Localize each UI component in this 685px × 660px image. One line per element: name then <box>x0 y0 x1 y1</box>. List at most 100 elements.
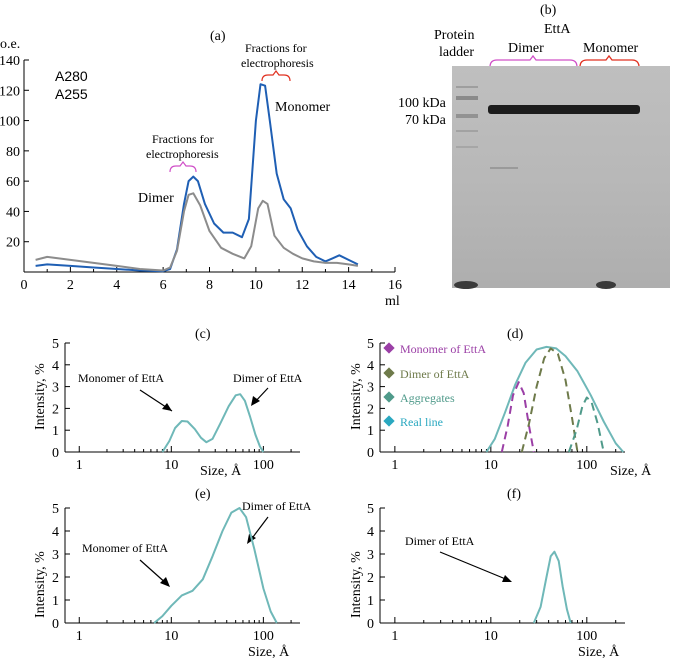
panel-a-y-tick-label: 100 <box>0 115 20 130</box>
etta-label: EttA <box>544 22 571 37</box>
panel-e-y-label: Intensity, % <box>33 551 48 618</box>
gel-monomer-label: Monomer <box>583 41 639 56</box>
series-line-d-real-line <box>485 345 625 453</box>
panel-a-x-tick-label: 0 <box>21 278 28 293</box>
panel-f-dimer-arrow <box>439 551 509 581</box>
y-tick-label-e: 4 <box>52 525 59 540</box>
y-tick-label-f: 0 <box>367 617 374 632</box>
panel-a-y-tick-label: 140 <box>0 54 20 69</box>
protein-ladder-label-2: ladder <box>439 45 474 60</box>
panel-e-chart: (e) Intensity, % Size, Å Monomer of EttA… <box>33 487 312 660</box>
y-tick-label-d: 1 <box>367 424 374 439</box>
legend-dimer-marker <box>383 367 395 379</box>
ladder-band-100 <box>456 96 478 100</box>
panel-c-dimer-label: Dimer of EttA <box>233 371 303 385</box>
legend-monomer-marker <box>383 342 395 354</box>
panel-e-monomer-label: Monomer of EttA <box>82 541 168 555</box>
y-tick-label-e: 3 <box>52 548 59 563</box>
panel-e-monomer-arrowhead <box>160 577 170 587</box>
series-line-e <box>153 507 278 624</box>
bracket-dimer-fractions <box>169 161 197 173</box>
panel-a-x-tick-label: 2 <box>67 278 74 293</box>
gel-image <box>452 66 670 288</box>
x-tick-label-f: 10 <box>484 629 498 644</box>
y-tick-label-c: 1 <box>52 424 59 439</box>
panel-f-label: (f) <box>507 487 521 502</box>
gel-etta-band <box>488 105 640 114</box>
panel-a-y-tick-label: 80 <box>6 145 20 160</box>
x-tick-label-c: 100 <box>253 458 274 473</box>
panel-d-chart: (d) Intensity, % Size, Å Monomer of EttA… <box>349 327 652 479</box>
gel-well-left <box>454 281 478 289</box>
legend-aggregates: Aggregates <box>400 391 455 405</box>
panel-c-monomer-label: Monomer of EttA <box>78 371 164 385</box>
y-tick-label-f: 1 <box>367 594 374 609</box>
panel-c-monomer-arrowhead <box>162 403 172 411</box>
x-tick-label-e: 1 <box>76 629 83 644</box>
panel-a-x-tick-label: 10 <box>249 278 263 293</box>
panel-a-y-tick-label: 60 <box>6 175 20 190</box>
ladder-band-upper <box>456 86 478 88</box>
annotation-dimer: Dimer <box>138 191 174 206</box>
y-tick-label-f: 5 <box>367 502 374 517</box>
series-line-d-aggregates <box>567 396 605 453</box>
panel-d-legend: Monomer of EttA Dimer of EttA Aggregates… <box>383 342 486 429</box>
x-tick-label-d: 100 <box>576 458 597 473</box>
panel-e-dimer-label: Dimer of EttA <box>242 499 312 513</box>
bracket-monomer-fractions <box>261 70 291 82</box>
panel-a-y-unit: o.e. <box>0 37 20 52</box>
panel-a-y-tick-label: 40 <box>6 205 20 220</box>
ladder-band-lower-2 <box>456 146 478 148</box>
panel-a-label: (a) <box>210 29 226 44</box>
series-line-f <box>532 550 572 624</box>
panel-a-x-tick-label: 16 <box>388 278 402 293</box>
panel-d-label: (d) <box>507 327 524 342</box>
kda-70-label: 70 kDa <box>405 113 447 128</box>
x-tick-label-d: 10 <box>484 458 498 473</box>
panel-a-y-tick-label: 20 <box>6 236 20 251</box>
panel-f-y-label: Intensity, % <box>349 551 364 618</box>
gel-dimer-bracket <box>489 54 578 68</box>
y-tick-label-f: 2 <box>367 571 374 586</box>
kda-100-label: 100 kDa <box>398 96 447 111</box>
panel-d-x-label: Size, Å <box>610 463 652 479</box>
panel-f-x-label: Size, Å <box>578 644 620 660</box>
x-tick-label-d: 1 <box>391 458 398 473</box>
legend-a280: A280 <box>55 68 88 84</box>
x-tick-label-e: 10 <box>164 629 178 644</box>
legend-aggregates-marker <box>383 391 395 403</box>
panel-a-chart: (a) o.e. ml 0 2 4 6 8 10 12 14 16 20 40 60 80 100 120 1… <box>0 29 402 309</box>
panel-a-legend: A280 A255 <box>55 68 88 102</box>
y-tick-label-e: 2 <box>52 571 59 586</box>
x-tick-label-c: 10 <box>164 458 178 473</box>
panel-f-chart: (f) Intensity, % Size, Å Dimer of EttA 0… <box>349 487 625 660</box>
x-tick-label-e: 100 <box>253 629 274 644</box>
y-tick-label-e: 5 <box>52 502 59 517</box>
annotation-fractions-right-2: electrophoresis <box>241 56 314 70</box>
gel-monomer-bracket <box>579 54 640 68</box>
panel-a-y-tick-label: 120 <box>0 84 20 99</box>
y-tick-label-e: 1 <box>52 594 59 609</box>
y-tick-label-d: 3 <box>367 381 374 396</box>
y-tick-label-c: 0 <box>52 446 59 461</box>
x-tick-label-f: 100 <box>576 629 597 644</box>
gel-dimer-label: Dimer <box>508 41 544 56</box>
legend-real-line: Real line <box>400 415 443 429</box>
annotation-fractions-left-2: electrophoresis <box>146 147 219 161</box>
y-tick-label-f: 3 <box>367 548 374 563</box>
panel-c-dimer-arrowhead <box>251 396 260 406</box>
gel-faint-band <box>490 167 518 169</box>
panel-b-gel: (b) Protein ladder EttA Dimer Monomer 10… <box>398 3 670 289</box>
panel-a-x-tick-label: 6 <box>160 278 167 293</box>
protein-ladder-label-1: Protein <box>434 28 474 43</box>
legend-a255: A255 <box>55 86 88 102</box>
panel-d-y-label: Intensity, % <box>349 363 364 430</box>
y-tick-label-c: 3 <box>52 381 59 396</box>
gel-well-right <box>596 281 616 289</box>
annotation-fractions-left-1: Fractions for <box>152 132 214 146</box>
legend-monomer: Monomer of EttA <box>400 342 486 356</box>
series-line-a255 <box>35 192 359 272</box>
y-tick-label-d: 5 <box>367 337 374 352</box>
annotation-fractions-right-1: Fractions for <box>245 41 307 55</box>
panel-a-x-unit: ml <box>385 294 400 309</box>
